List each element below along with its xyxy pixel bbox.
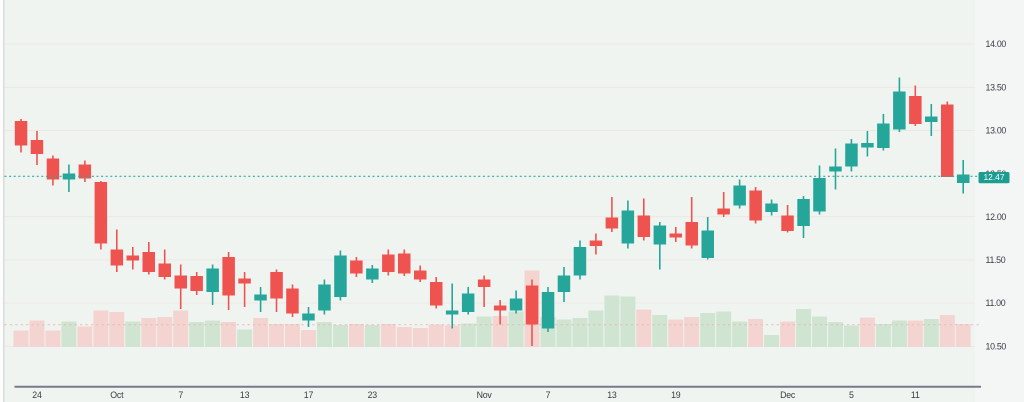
svg-text:7: 7 (546, 390, 551, 400)
svg-text:13.00: 13.00 (986, 126, 1007, 136)
svg-text:Dec: Dec (780, 390, 796, 400)
svg-text:24: 24 (32, 390, 42, 400)
svg-text:12.47: 12.47 (984, 172, 1005, 182)
svg-text:23: 23 (368, 390, 378, 400)
svg-text:13.50: 13.50 (986, 82, 1007, 92)
svg-text:17: 17 (304, 390, 314, 400)
svg-text:11.00: 11.00 (986, 298, 1006, 308)
svg-text:5: 5 (849, 390, 854, 400)
svg-text:7: 7 (178, 390, 183, 400)
svg-text:11.50: 11.50 (986, 255, 1006, 265)
svg-text:14.00: 14.00 (986, 39, 1007, 49)
svg-text:12.00: 12.00 (986, 212, 1007, 222)
svg-text:13: 13 (607, 390, 617, 400)
svg-text:13: 13 (240, 390, 250, 400)
svg-text:10.50: 10.50 (986, 341, 1007, 351)
svg-text:Oct: Oct (110, 390, 124, 400)
svg-text:Nov: Nov (477, 390, 493, 400)
svg-text:11: 11 (911, 390, 920, 400)
svg-text:19: 19 (671, 390, 681, 400)
